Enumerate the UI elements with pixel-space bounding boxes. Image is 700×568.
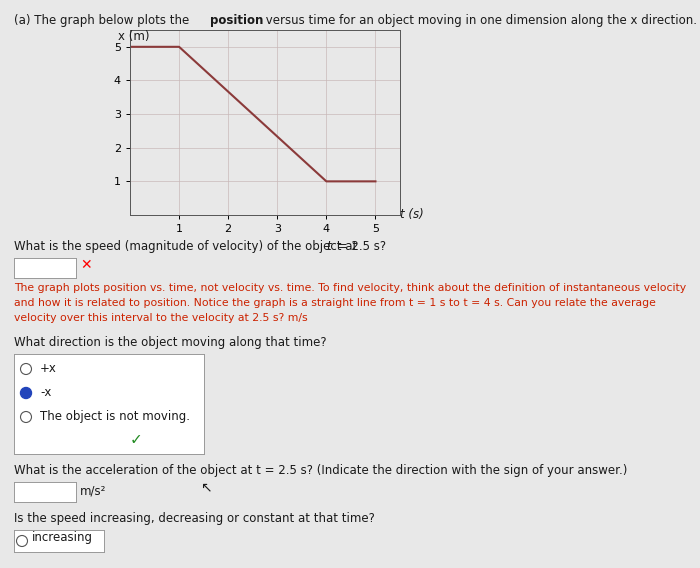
Text: increasing: increasing (32, 531, 93, 544)
Text: t (s): t (s) (400, 208, 424, 221)
Text: = 2.5 s?: = 2.5 s? (334, 240, 386, 253)
Text: and how it is related to position. Notice the graph is a straight line from t = : and how it is related to position. Notic… (14, 298, 656, 308)
Text: The graph plots position vs. time, not velocity vs. time. To find velocity, thin: The graph plots position vs. time, not v… (14, 283, 686, 293)
Text: x (m): x (m) (118, 30, 150, 43)
Text: ↖: ↖ (200, 480, 211, 494)
Text: +x: +x (40, 362, 57, 375)
Text: Is the speed increasing, decreasing or constant at that time?: Is the speed increasing, decreasing or c… (14, 512, 375, 525)
Text: The object is not moving.: The object is not moving. (40, 410, 190, 423)
Text: t: t (326, 240, 330, 253)
Text: versus time for an object moving in one dimension along the x direction.: versus time for an object moving in one … (262, 14, 697, 27)
Text: ✕: ✕ (80, 258, 92, 272)
Text: ✓: ✓ (130, 432, 143, 447)
Text: -x: -x (40, 386, 51, 399)
Text: What is the speed (magnitude of velocity) of the object at: What is the speed (magnitude of velocity… (14, 240, 361, 253)
Text: What direction is the object moving along that time?: What direction is the object moving alon… (14, 336, 327, 349)
Text: (a) The graph below plots the: (a) The graph below plots the (14, 14, 193, 27)
Text: What is the acceleration of the object at t = 2.5 s? (Indicate the direction wit: What is the acceleration of the object a… (14, 464, 627, 477)
Text: m/s²: m/s² (80, 484, 106, 497)
Text: velocity over this interval to the velocity at 2.5 s? m/s: velocity over this interval to the veloc… (14, 313, 307, 323)
Text: position: position (210, 14, 263, 27)
